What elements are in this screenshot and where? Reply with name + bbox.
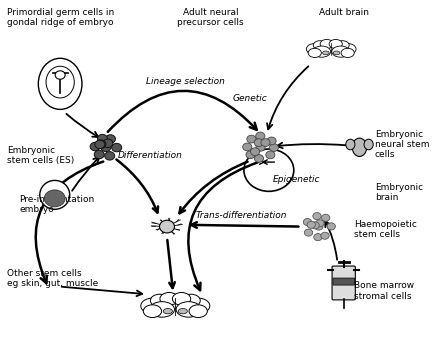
Circle shape <box>160 220 175 233</box>
Circle shape <box>315 220 324 227</box>
Circle shape <box>243 143 252 151</box>
Ellipse shape <box>320 39 334 49</box>
FancyBboxPatch shape <box>333 278 355 285</box>
Circle shape <box>254 139 264 146</box>
Ellipse shape <box>346 139 355 150</box>
Circle shape <box>307 221 315 228</box>
Text: Lineage selection: Lineage selection <box>146 77 225 86</box>
Text: Genetic: Genetic <box>233 95 268 103</box>
Ellipse shape <box>339 44 356 55</box>
Circle shape <box>256 144 265 151</box>
Circle shape <box>247 135 256 143</box>
Ellipse shape <box>341 48 354 58</box>
Circle shape <box>55 71 65 79</box>
Circle shape <box>304 229 313 236</box>
Circle shape <box>327 223 335 230</box>
Ellipse shape <box>352 138 367 156</box>
Circle shape <box>90 142 100 151</box>
Ellipse shape <box>150 294 169 307</box>
Circle shape <box>112 143 122 152</box>
Circle shape <box>303 218 312 226</box>
Ellipse shape <box>313 41 326 50</box>
Text: Adult neural
precursor cells: Adult neural precursor cells <box>177 8 244 28</box>
Ellipse shape <box>141 298 164 314</box>
Circle shape <box>101 143 111 151</box>
FancyBboxPatch shape <box>332 266 356 300</box>
Circle shape <box>96 140 106 148</box>
Circle shape <box>314 234 322 241</box>
Ellipse shape <box>182 294 200 307</box>
Circle shape <box>254 155 264 163</box>
Ellipse shape <box>40 180 70 209</box>
Ellipse shape <box>364 139 373 150</box>
Circle shape <box>321 232 329 239</box>
Text: Other stem cells
eg skin, gut, muscle: Other stem cells eg skin, gut, muscle <box>7 269 98 288</box>
Circle shape <box>105 152 115 160</box>
Ellipse shape <box>187 298 210 314</box>
Text: Bone marrow
stromal cells: Bone marrow stromal cells <box>354 281 414 301</box>
Ellipse shape <box>176 302 201 317</box>
Text: Adult brain: Adult brain <box>319 8 369 17</box>
Text: Primordial germ cells in
gondal ridge of embryo: Primordial germ cells in gondal ridge of… <box>7 8 114 28</box>
Circle shape <box>267 137 276 145</box>
Text: Epigenetic: Epigenetic <box>273 175 320 184</box>
Ellipse shape <box>332 46 350 57</box>
Ellipse shape <box>189 305 207 318</box>
Ellipse shape <box>323 51 329 55</box>
Circle shape <box>315 223 323 230</box>
Ellipse shape <box>38 58 82 110</box>
Text: Haemopoietic
stem cells: Haemopoietic stem cells <box>354 219 417 239</box>
Circle shape <box>246 151 255 159</box>
Ellipse shape <box>336 41 349 50</box>
Ellipse shape <box>334 51 340 55</box>
Circle shape <box>95 140 105 149</box>
Ellipse shape <box>150 302 175 317</box>
Circle shape <box>97 134 107 143</box>
Text: Embryonic
neural stem
cells: Embryonic neural stem cells <box>375 130 429 159</box>
Ellipse shape <box>44 190 65 207</box>
Circle shape <box>322 214 330 221</box>
Ellipse shape <box>313 46 330 57</box>
Circle shape <box>269 144 279 151</box>
Circle shape <box>250 148 260 155</box>
Text: Embryonic
stem cells (ES): Embryonic stem cells (ES) <box>7 145 74 165</box>
Circle shape <box>313 213 321 220</box>
Text: Differentiation: Differentiation <box>118 151 183 160</box>
Ellipse shape <box>143 305 161 318</box>
Ellipse shape <box>329 39 342 49</box>
Ellipse shape <box>178 309 187 314</box>
Text: Pre-implantation
embryo: Pre-implantation embryo <box>19 195 95 214</box>
Circle shape <box>106 135 115 143</box>
Ellipse shape <box>46 66 74 98</box>
Text: Trans-differentiation: Trans-differentiation <box>196 211 288 220</box>
Ellipse shape <box>163 309 172 314</box>
Ellipse shape <box>172 292 191 305</box>
Circle shape <box>94 150 104 159</box>
Circle shape <box>103 139 113 147</box>
Circle shape <box>261 139 270 146</box>
Circle shape <box>256 132 265 140</box>
Circle shape <box>311 222 319 229</box>
Ellipse shape <box>306 44 323 55</box>
Ellipse shape <box>160 292 178 305</box>
Text: Embryonic
brain: Embryonic brain <box>375 183 423 202</box>
Circle shape <box>266 151 275 159</box>
Ellipse shape <box>308 48 321 58</box>
